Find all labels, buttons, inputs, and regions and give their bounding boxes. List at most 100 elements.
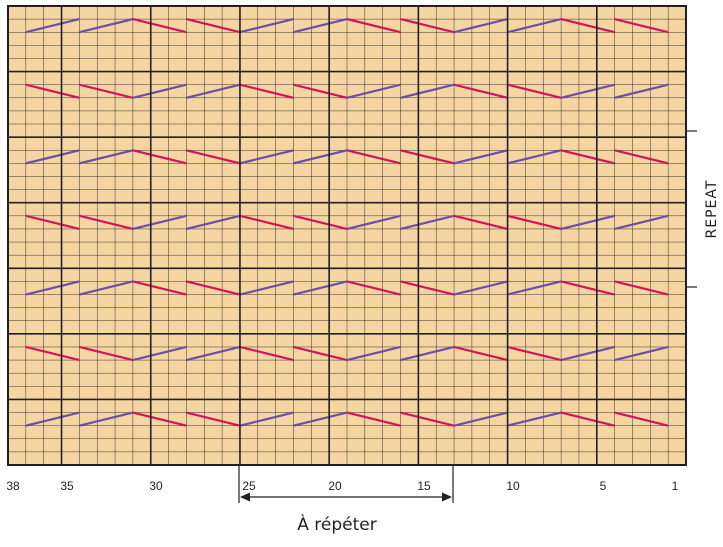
stitch-purple	[25, 411, 80, 427]
horizontal-repeat-bracket	[238, 465, 454, 503]
repeat-arrow-left-icon	[240, 492, 250, 502]
stitch-purple	[293, 18, 348, 34]
stitch-purple	[79, 411, 134, 427]
stitch-purple	[400, 83, 455, 99]
column-number-15: 15	[417, 479, 431, 493]
stitch-pink	[132, 149, 187, 165]
stitch-purple	[507, 149, 562, 165]
column-number-38: 38	[6, 479, 20, 493]
stitch-purple	[239, 280, 294, 296]
stitch-purple	[132, 345, 187, 362]
stitch-purple	[186, 345, 241, 362]
stitch-purple	[25, 149, 80, 165]
stitch-purple	[400, 214, 455, 231]
stitch-pink	[346, 149, 401, 165]
stitch-pink	[132, 280, 187, 296]
stitch-pink	[186, 411, 241, 427]
stitch-pink	[346, 280, 401, 296]
stitch-pink	[293, 214, 348, 231]
stitch-purple	[453, 411, 508, 427]
stitch-purple	[346, 214, 401, 231]
stitch-purple	[186, 214, 241, 231]
stitch-purple	[507, 18, 562, 34]
column-number-1: 1	[672, 479, 679, 493]
stitch-pink	[614, 149, 669, 165]
stitch-purple	[79, 18, 134, 34]
stitch-pink	[239, 214, 294, 231]
stitch-pink	[507, 345, 562, 362]
stitch-pink	[79, 83, 134, 99]
stitch-pink	[400, 280, 455, 296]
stitch-purple	[186, 83, 241, 99]
stitch-purple	[239, 411, 294, 427]
stitch-purple	[560, 83, 615, 99]
stitch-pink	[507, 214, 562, 231]
stitch-purple	[293, 411, 348, 427]
stitch-pink	[186, 280, 241, 296]
repeat-arrow-right-icon	[442, 492, 452, 502]
stitch-pink	[400, 18, 455, 34]
stitch-pink	[614, 411, 669, 427]
stitch-purple	[79, 149, 134, 165]
stitch-purple	[346, 345, 401, 362]
stitch-pink	[25, 214, 80, 231]
stitch-purple	[293, 149, 348, 165]
stitch-pink	[239, 345, 294, 362]
stitch-pink	[186, 149, 241, 165]
stitch-purple	[507, 411, 562, 427]
column-number-25: 25	[242, 479, 256, 493]
chart-border	[7, 5, 687, 466]
column-numbers: 38 35 30 25 20 15 10 5 1	[6, 479, 678, 493]
stitch-purple	[25, 280, 80, 296]
stitch-purple	[614, 83, 669, 99]
stitch-purple	[132, 83, 187, 99]
stitch-purple	[239, 149, 294, 165]
stitch-purple	[79, 280, 134, 296]
stitch-pink	[293, 83, 348, 99]
stitch-pink	[132, 18, 187, 34]
stitch-purple	[614, 214, 669, 231]
stitch-pink	[25, 345, 80, 362]
stitch-pink	[507, 83, 562, 99]
stitch-pink	[560, 280, 615, 296]
stitch-pink	[25, 83, 80, 99]
vertical-repeat-marker	[686, 130, 697, 288]
column-number-35: 35	[60, 479, 74, 493]
stitch-pink	[453, 345, 508, 362]
stitch-purple	[560, 214, 615, 231]
repeat-caption: À répéter	[297, 513, 376, 535]
stitch-symbols	[25, 18, 669, 427]
column-number-10: 10	[506, 479, 520, 493]
stitch-pink	[453, 83, 508, 99]
stitch-purple	[507, 280, 562, 296]
stitch-pink	[560, 411, 615, 427]
stitch-purple	[239, 18, 294, 34]
stitch-pink	[293, 345, 348, 362]
column-number-5: 5	[600, 479, 607, 493]
stitch-purple	[132, 214, 187, 231]
stitch-pink	[400, 149, 455, 165]
stitch-pink	[186, 18, 241, 34]
stitch-purple	[453, 149, 508, 165]
stitch-purple	[400, 345, 455, 362]
stitch-pink	[346, 18, 401, 34]
stitch-purple	[293, 280, 348, 296]
stitch-pink	[453, 214, 508, 231]
repeat-label: REPEAT	[704, 180, 720, 239]
stitch-pink	[560, 149, 615, 165]
column-number-30: 30	[149, 479, 163, 493]
stitch-purple	[453, 18, 508, 34]
stitch-pink	[400, 411, 455, 427]
stitch-pink	[239, 83, 294, 99]
stitch-purple	[25, 18, 80, 34]
stitch-purple	[614, 345, 669, 362]
major-grid	[8, 6, 686, 465]
stitch-purple	[560, 345, 615, 362]
stitch-pink	[614, 18, 669, 34]
stitch-pink	[346, 411, 401, 427]
stitch-pink	[79, 214, 134, 231]
stitch-pink	[132, 411, 187, 427]
stitch-purple	[453, 280, 508, 296]
column-number-20: 20	[328, 479, 342, 493]
